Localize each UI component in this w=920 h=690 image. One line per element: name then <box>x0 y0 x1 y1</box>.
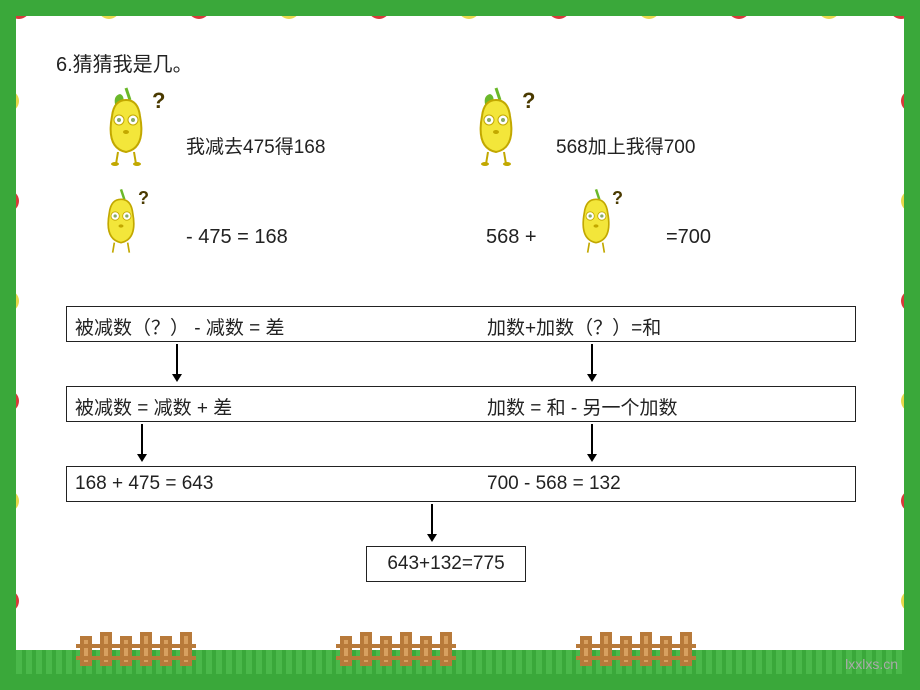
border-dot <box>901 190 920 212</box>
arrow-icon <box>431 504 433 540</box>
border-dot <box>0 290 19 312</box>
calc-box: 168 + 475 = 643 700 - 568 = 132 <box>66 466 856 502</box>
border-dot <box>0 590 19 612</box>
right-equation-lhs: 568 + <box>486 226 537 249</box>
fence-icon <box>76 632 196 666</box>
left-speech: 我减去475得168 <box>186 132 325 159</box>
fence-icon <box>576 632 696 666</box>
border-dot <box>901 90 920 112</box>
calc-right: 700 - 568 = 132 <box>487 473 621 495</box>
border-dot <box>98 0 120 19</box>
right-equation-rhs: =700 <box>666 226 711 249</box>
border-dot <box>0 90 19 112</box>
arrow-icon <box>591 344 593 380</box>
left-equation: - 475 = 168 <box>186 226 288 249</box>
rule1-box: 被减数（？） - 减数 = 差 加数+加数（？）=和 <box>66 306 856 342</box>
question-mark-icon: ? <box>522 88 535 114</box>
border-dot <box>901 290 920 312</box>
rule1-right: 加数+加数（？）=和 <box>487 313 661 340</box>
border-dot <box>548 0 570 19</box>
calc-left: 168 + 475 = 643 <box>75 473 213 495</box>
slide-frame: 6.猜猜我是几。 ? 我减去475得168 <box>0 0 920 690</box>
watermark: lxxlxs.cn <box>845 656 898 672</box>
border-dot <box>8 0 30 19</box>
border-dot <box>901 490 920 512</box>
border-dot <box>638 0 660 19</box>
border-dot <box>188 0 210 19</box>
border-dot <box>901 590 920 612</box>
pear-icon <box>466 86 526 166</box>
rule2-box: 被减数 = 减数 + 差 加数 = 和 - 另一个加数 <box>66 386 856 422</box>
rule2-right: 加数 = 和 - 另一个加数 <box>487 393 678 420</box>
border-dot <box>818 0 840 19</box>
final-answer: 643+132=775 <box>387 553 504 574</box>
border-dot <box>728 0 750 19</box>
border-dot <box>901 390 920 412</box>
border-dot <box>0 490 19 512</box>
border-dot <box>368 0 390 19</box>
fence-icon <box>336 632 456 666</box>
border-dot <box>458 0 480 19</box>
final-box: 643+132=775 <box>366 546 526 582</box>
border-dot <box>0 390 19 412</box>
question-mark-icon: ? <box>152 88 165 114</box>
arrow-icon <box>141 424 143 460</box>
arrow-icon <box>176 344 178 380</box>
question-title: 6.猜猜我是几。 <box>56 48 193 77</box>
rule1-left: 被减数（？） - 减数 = 差 <box>75 313 285 340</box>
right-speech: 568加上我得700 <box>556 132 695 159</box>
border-dot <box>890 0 912 19</box>
rule2-left: 被减数 = 减数 + 差 <box>75 393 232 420</box>
pear-icon <box>96 86 156 166</box>
arrow-icon <box>591 424 593 460</box>
question-mark-icon: ? <box>138 188 149 209</box>
border-dot <box>278 0 300 19</box>
question-mark-icon: ? <box>612 188 623 209</box>
border-dot <box>0 190 19 212</box>
content-area: 6.猜猜我是几。 ? 我减去475得168 <box>36 36 884 634</box>
